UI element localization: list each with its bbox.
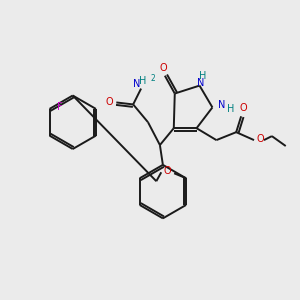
- Text: N: N: [134, 79, 141, 88]
- Text: O: O: [164, 166, 171, 176]
- Text: O: O: [239, 103, 247, 113]
- Text: H: H: [140, 76, 147, 85]
- Text: O: O: [159, 63, 167, 73]
- Text: F: F: [57, 102, 62, 112]
- Text: 2: 2: [151, 74, 155, 83]
- Text: O: O: [106, 98, 113, 107]
- Text: N: N: [218, 100, 225, 110]
- Text: H: H: [199, 71, 206, 81]
- Text: O: O: [256, 134, 264, 144]
- Text: N: N: [197, 78, 204, 88]
- Text: H: H: [226, 104, 234, 114]
